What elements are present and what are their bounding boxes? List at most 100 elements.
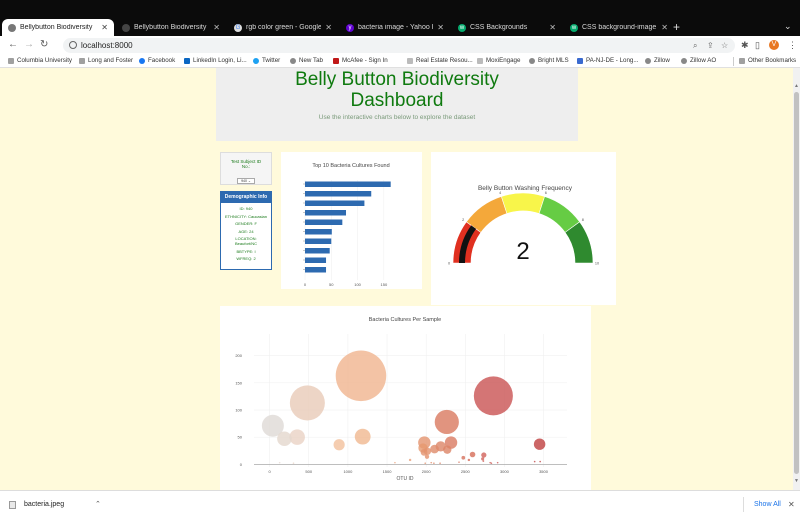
bookmarks-bar: Columbia University Long and Foster Face… [0, 55, 800, 68]
tab-css-backgrounds[interactable]: w CSS Backgrounds ✕ [452, 19, 562, 36]
bar-chart-card: Top 10 Bacteria Cultures Found 0 50 100 150 [281, 152, 422, 289]
bar-chart[interactable]: Top 10 Bacteria Cultures Found 0 50 100 150 [281, 152, 422, 289]
close-icon[interactable]: ✕ [101, 23, 108, 32]
bubble-y-tick-label: 100 [235, 408, 242, 413]
bookmark-zillow-ao[interactable]: Zillow AO [681, 57, 716, 64]
subject-selector-label: Test Subject ID No.: [230, 159, 262, 169]
close-icon[interactable]: ✕ [788, 500, 795, 509]
bookmark-moxiengage[interactable]: MoxiEngage [477, 57, 520, 64]
bubble [278, 461, 281, 464]
bubble-y-tick-label: 200 [235, 353, 242, 358]
tab-title: bacteria image - Yahoo Image [358, 24, 433, 31]
chevron-up-icon[interactable]: ⌃ [95, 501, 101, 508]
bookmark-twitter[interactable]: Twitter [253, 57, 280, 64]
tab-bellybutton-local[interactable]: Bellybutton Biodiversity ✕ [2, 19, 114, 36]
demo-gender: GENDER: F [235, 221, 257, 227]
demographic-info-body: ID: 940 ETHNICITY: Caucasian GENDER: F A… [221, 203, 271, 262]
gauge-band [500, 192, 546, 214]
address-bar[interactable]: localhost:8000 ⌕ ⇪ ☆ [63, 38, 735, 53]
gauge-value-bar [459, 225, 477, 263]
bookmark-columbia[interactable]: Columbia University [8, 57, 72, 64]
bar [305, 191, 372, 197]
scroll-up-icon[interactable]: ▲ [794, 83, 799, 89]
bookmark-new-tab[interactable]: New Tab [290, 57, 323, 64]
bubble-chart-xlabel: OTU ID [397, 476, 414, 482]
tab-google-search[interactable]: G rgb color green - Google Sear ✕ [228, 19, 338, 36]
bookmark-facebook[interactable]: Facebook [139, 57, 175, 64]
bubble-y-tick-label: 0 [240, 462, 243, 467]
demographic-info-panel: Demographic Info ID: 940 ETHNICITY: Cauc… [220, 191, 272, 270]
gauge-chart[interactable]: Belly Button Washing Frequency 2 0 2 4 6 8 10 [431, 152, 616, 305]
bookmark-linkedin[interactable]: LinkedIn Login, Li... [184, 57, 247, 64]
gauge-tick-label: 4 [499, 191, 501, 195]
menu-icon[interactable]: ⋮ [788, 40, 797, 50]
show-all-downloads-button[interactable]: Show All [754, 501, 781, 508]
bookmark-mcafee[interactable]: McAfee - Sign In [333, 57, 388, 64]
bubble-y-tick-label: 50 [238, 435, 243, 440]
bubble [333, 439, 345, 451]
bubble-x-tick-label: 500 [305, 469, 312, 474]
bubble [289, 429, 305, 445]
page-title: Belly Button Biodiversity Dashboard [216, 69, 578, 111]
tab-yahoo-images[interactable]: y bacteria image - Yahoo Image ✕ [340, 19, 450, 36]
page-icon [407, 57, 413, 64]
tab-css-background-image[interactable]: w CSS background-image Prope ✕ [564, 19, 674, 36]
bubble [354, 428, 371, 445]
bubble [261, 414, 284, 437]
bookmark-other[interactable]: Other Bookmarks [739, 57, 796, 64]
url-text[interactable]: localhost:8000 [81, 41, 133, 50]
scroll-down-icon[interactable]: ▼ [794, 478, 799, 484]
bookmark-zillow[interactable]: Zillow [645, 57, 670, 64]
scrollbar-thumb[interactable] [794, 92, 799, 474]
bubble [467, 458, 471, 462]
info-icon[interactable] [69, 41, 77, 49]
download-filename[interactable]: bacteria.jpeg [24, 501, 65, 508]
bookmark-star-icon[interactable]: ☆ [721, 41, 729, 50]
bubble [489, 461, 491, 464]
bubble [439, 462, 441, 464]
gauge-chart-title: Belly Button Washing Frequency [478, 185, 573, 192]
page-scrollbar[interactable]: ▲ ▼ [793, 68, 800, 490]
globe-icon [645, 57, 651, 64]
forward-icon[interactable]: → [24, 39, 34, 50]
tab-title: CSS background-image Prope [582, 24, 657, 31]
extensions-icon[interactable]: ✱ [741, 40, 749, 50]
bookmark-real-estate[interactable]: Real Estate Resou... [407, 57, 473, 64]
bookmark-bright-mls[interactable]: Bright MLS [529, 57, 569, 64]
bubble [533, 438, 546, 450]
bubble-x-tick-label: 1500 [383, 469, 393, 474]
reload-icon[interactable]: ↻ [40, 39, 49, 50]
folder-icon [8, 57, 14, 64]
w3schools-icon: w [458, 23, 466, 32]
bookmark-long-foster[interactable]: Long and Foster [79, 57, 133, 64]
new-tab-button[interactable]: + [673, 20, 681, 34]
zoom-icon[interactable]: ⌕ [693, 41, 698, 50]
bubble-chart[interactable]: Bacteria Cultures Per Sample OTU ID 0 50 1… [220, 306, 591, 490]
close-icon[interactable]: ✕ [661, 23, 668, 32]
bubble [539, 460, 541, 463]
subject-id-dropdown[interactable]: 940 ⌄ [237, 178, 255, 184]
avatar[interactable]: V [769, 40, 779, 50]
bubble [277, 431, 292, 447]
demo-age: AGE: 24 [238, 228, 254, 234]
tab-title: Bellybutton Biodiversity [20, 24, 93, 31]
demographic-info-title: Demographic Info [221, 192, 271, 203]
bubble [496, 461, 499, 464]
bubble [458, 461, 460, 463]
page-icon [477, 57, 483, 64]
close-icon[interactable]: ✕ [549, 23, 556, 32]
tab-bellybutton-github[interactable]: Bellybutton Biodiversity ✕ [116, 19, 226, 36]
close-icon[interactable]: ✕ [325, 23, 332, 32]
bar-x-tick-label: 0 [304, 282, 307, 287]
close-icon[interactable]: ✕ [213, 23, 220, 32]
close-icon[interactable]: ✕ [437, 23, 444, 32]
bookmark-pa-nj-de[interactable]: PA-NJ-DE - Long... [577, 57, 639, 64]
bubble [430, 444, 439, 454]
bubble [335, 350, 387, 402]
share-icon[interactable]: ⇪ [707, 41, 714, 50]
back-icon[interactable]: ← [8, 39, 18, 50]
page-title-line1: Belly Button Biodiversity [295, 69, 499, 90]
side-panel-icon[interactable]: ▯ [755, 40, 760, 50]
demo-ethnicity: ETHNICITY: Caucasian [224, 213, 267, 219]
tab-search-icon[interactable]: ⌄ [784, 21, 792, 31]
